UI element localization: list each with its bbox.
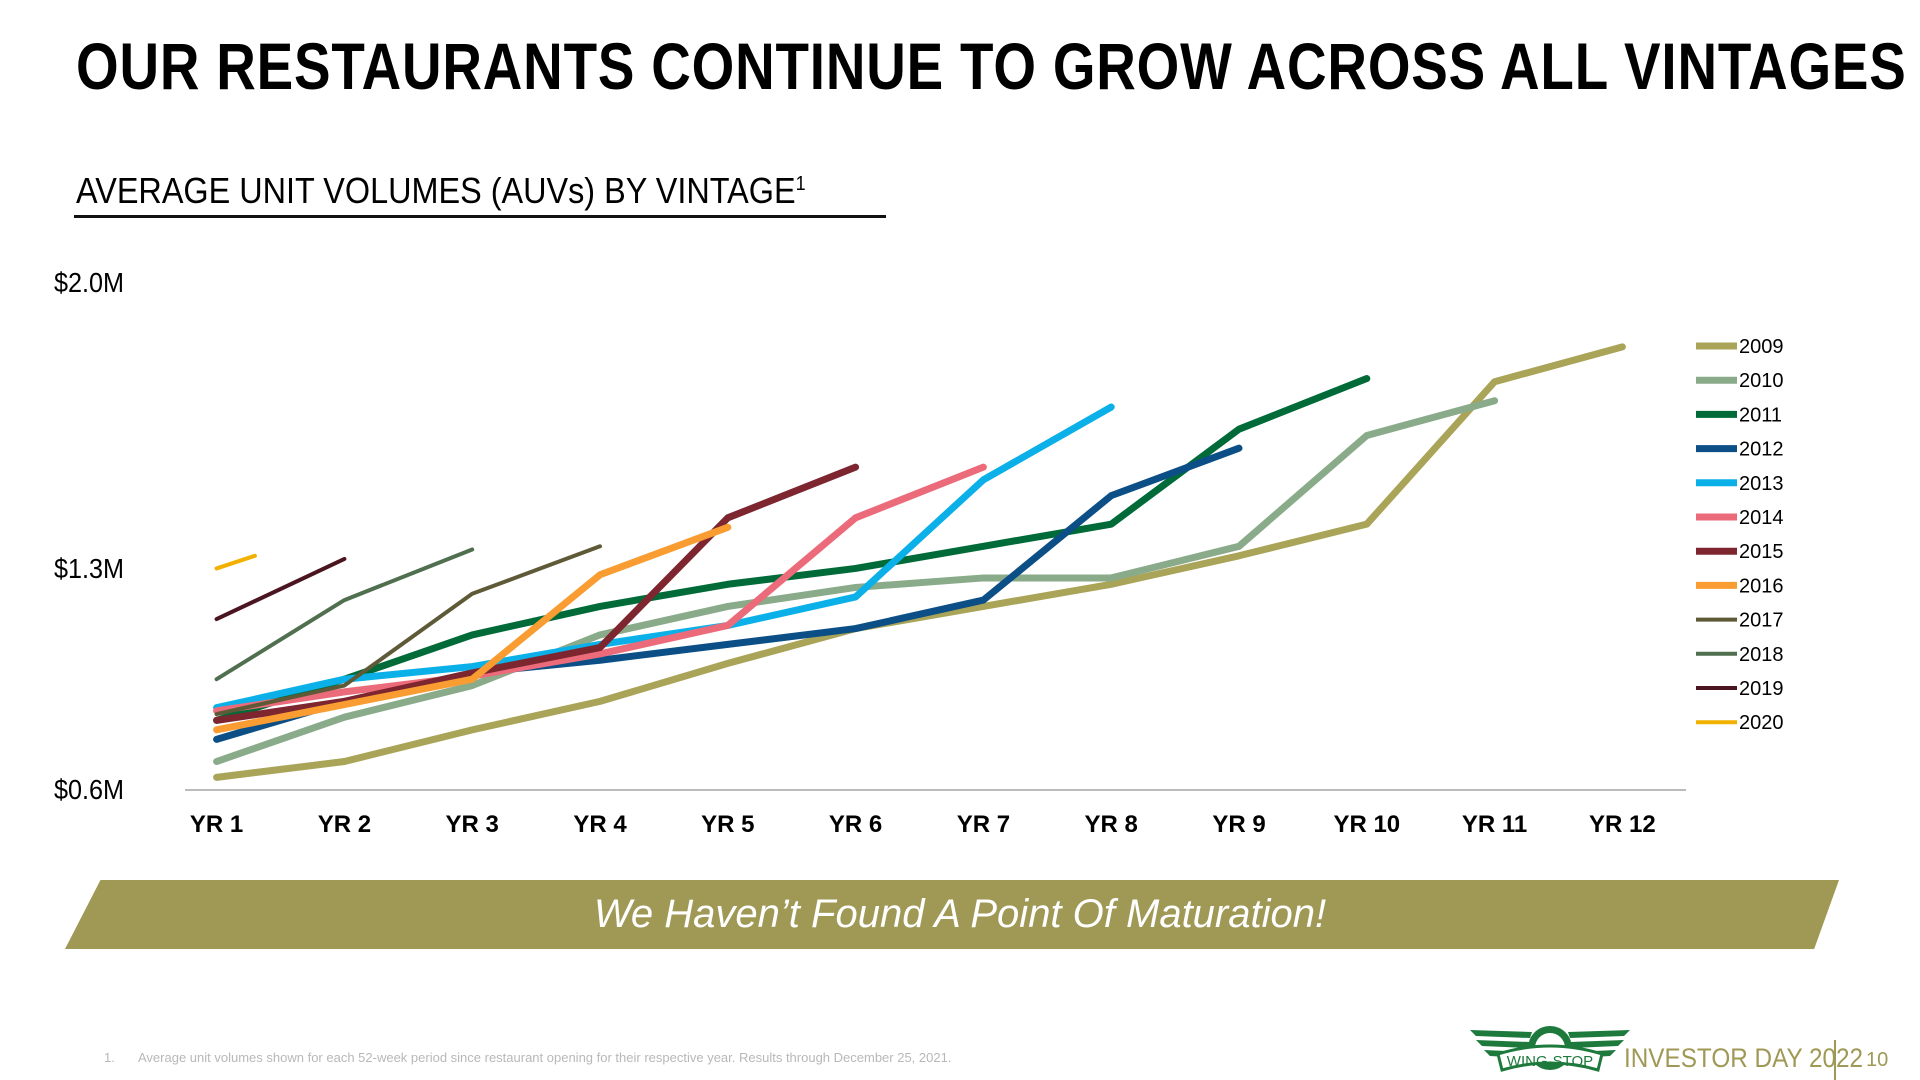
series-line-2010 — [213, 397, 1499, 766]
legend-label-2017: 2017 — [1739, 610, 1784, 632]
series-line-2020 — [214, 553, 257, 571]
wingstop-logo: WING·STOP — [1470, 1026, 1630, 1072]
y-tick-label: $0.6M — [54, 774, 125, 805]
footnote-mark: 1 — [795, 173, 806, 195]
subtitle-text: AVERAGE UNIT VOLUMES (AUVs) BY VINTAGE — [76, 170, 796, 211]
x-tick-label: YR 2 — [318, 811, 371, 838]
legend-label-2012: 2012 — [1739, 439, 1784, 461]
legend-label-2011: 2011 — [1739, 404, 1782, 426]
x-tick-label: YR 8 — [1085, 811, 1138, 838]
series-line-2018 — [214, 547, 475, 682]
legend-label-2020: 2020 — [1739, 712, 1784, 734]
legend-label-2009: 2009 — [1739, 336, 1784, 358]
x-tick-label: YR 1 — [190, 811, 243, 838]
series-line-2013 — [213, 403, 1115, 712]
x-tick-label: YR 3 — [446, 811, 499, 838]
banner — [65, 880, 1839, 949]
legend-label-2018: 2018 — [1739, 644, 1784, 666]
event-label: INVESTOR DAY 2022 — [1624, 1043, 1864, 1073]
x-tick-label: YR 5 — [701, 811, 754, 838]
legend-label-2016: 2016 — [1739, 575, 1784, 597]
footnote-text: Average unit volumes shown for each 52-w… — [138, 1050, 952, 1065]
logo-text: WING·STOP — [1507, 1053, 1593, 1070]
legend-label-2015: 2015 — [1739, 541, 1784, 563]
series-line-2019 — [214, 556, 347, 622]
series-line-2017 — [214, 544, 602, 717]
y-tick-label: $1.3M — [54, 553, 125, 584]
series-line-2015 — [213, 463, 860, 724]
page-number: 10 — [1866, 1049, 1889, 1071]
x-tick-label: YR 12 — [1589, 811, 1656, 838]
footer-divider — [1834, 1040, 1836, 1080]
footnote-number: 1. — [104, 1050, 115, 1065]
x-tick-label: YR 4 — [573, 811, 627, 838]
y-tick-label: $2.0M — [54, 267, 125, 298]
series-line-2014 — [213, 463, 987, 715]
legend-label-2013: 2013 — [1739, 473, 1784, 495]
x-tick-label: YR 10 — [1333, 811, 1400, 838]
legend-label-2010: 2010 — [1739, 370, 1784, 392]
legend-label-2019: 2019 — [1739, 678, 1784, 700]
x-tick-label: YR 7 — [957, 811, 1010, 838]
series-line-2009 — [213, 343, 1626, 781]
x-tick-label: YR 6 — [829, 811, 882, 838]
subtitle-underline — [74, 215, 886, 218]
slide-title: OUR RESTAURANTS CONTINUE TO GROW ACROSS … — [76, 29, 1907, 103]
chart-subtitle: AVERAGE UNIT VOLUMES (AUVs) BY VINTAGE1 — [76, 170, 806, 212]
banner-text: We Haven’t Found A Point Of Maturation! — [593, 892, 1327, 936]
series-line-2011 — [213, 375, 1371, 724]
series-line-2016 — [213, 523, 732, 734]
legend-label-2014: 2014 — [1739, 507, 1784, 529]
auv-line-chart: YR 1 YR 2 YR 3 YR 4 YR 5 YR 6 YR 7 YR 8 YR 9 YR 1… — [185, 336, 1784, 838]
x-tick-label: YR 11 — [1462, 811, 1527, 838]
x-tick-label: YR 9 — [1212, 811, 1265, 838]
